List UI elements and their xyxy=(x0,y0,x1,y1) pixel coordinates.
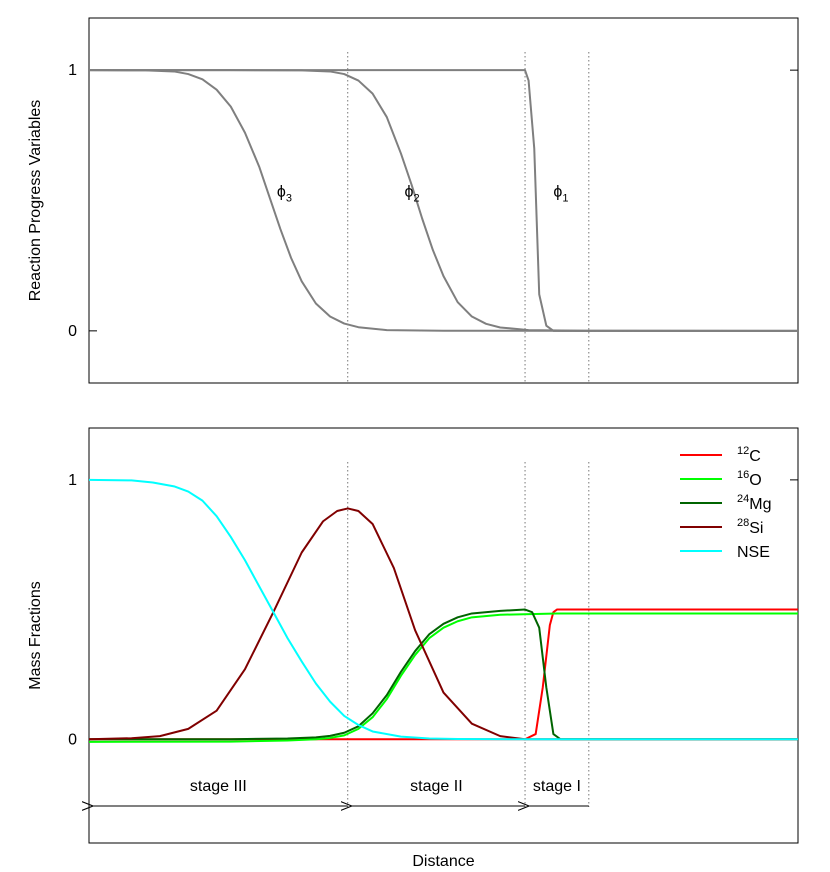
chart-top: 0 1 Reaction Progress Variables ϕ1 ϕ2 ϕ3 xyxy=(27,17,799,384)
plot-frame xyxy=(88,17,799,384)
y-tick-label: 0 xyxy=(68,323,77,340)
y-tick-label: 1 xyxy=(68,62,77,79)
series-line-o16 xyxy=(88,612,798,743)
stage-label: stage I xyxy=(533,778,581,795)
legend-entry-mg24: 24Mg xyxy=(737,493,771,513)
y-tick-label: 0 xyxy=(68,731,77,748)
stage-label: stage III xyxy=(190,778,247,795)
legend-entry-o16: 16O xyxy=(737,469,762,489)
curve-label-phi2: ϕ2 xyxy=(405,184,420,205)
plot-frame xyxy=(88,427,799,844)
x-axis-title: Distance xyxy=(412,853,474,870)
y-axis-title: Mass Fractions xyxy=(27,581,44,689)
stage-label: stage II xyxy=(410,778,462,795)
series-line-mg24 xyxy=(89,608,798,741)
y-axis-title: Reaction Progress Variables xyxy=(27,100,44,302)
series-line-phi2 xyxy=(89,69,799,332)
chart-bottom: 0 1 Mass Fractions Distance 12C 16O 24Mg 28Si NS… xyxy=(27,427,799,870)
y-tick-label: 1 xyxy=(68,472,77,489)
legend-entry-nse: NSE xyxy=(737,544,770,561)
legend: 12C 16O 24Mg 28Si NSE xyxy=(680,445,771,561)
legend-entry-c12: 12C xyxy=(737,445,761,465)
legend-entry-si28: 28Si xyxy=(737,517,763,537)
series-line-phi3 xyxy=(88,69,799,332)
series-line-phi1 xyxy=(89,69,798,332)
series-line-c12 xyxy=(89,608,798,741)
series-line-si28 xyxy=(88,507,798,741)
curve-label-phi3: ϕ3 xyxy=(277,184,292,205)
series-line-nse xyxy=(88,478,799,741)
curve-label-phi1: ϕ1 xyxy=(553,184,568,205)
